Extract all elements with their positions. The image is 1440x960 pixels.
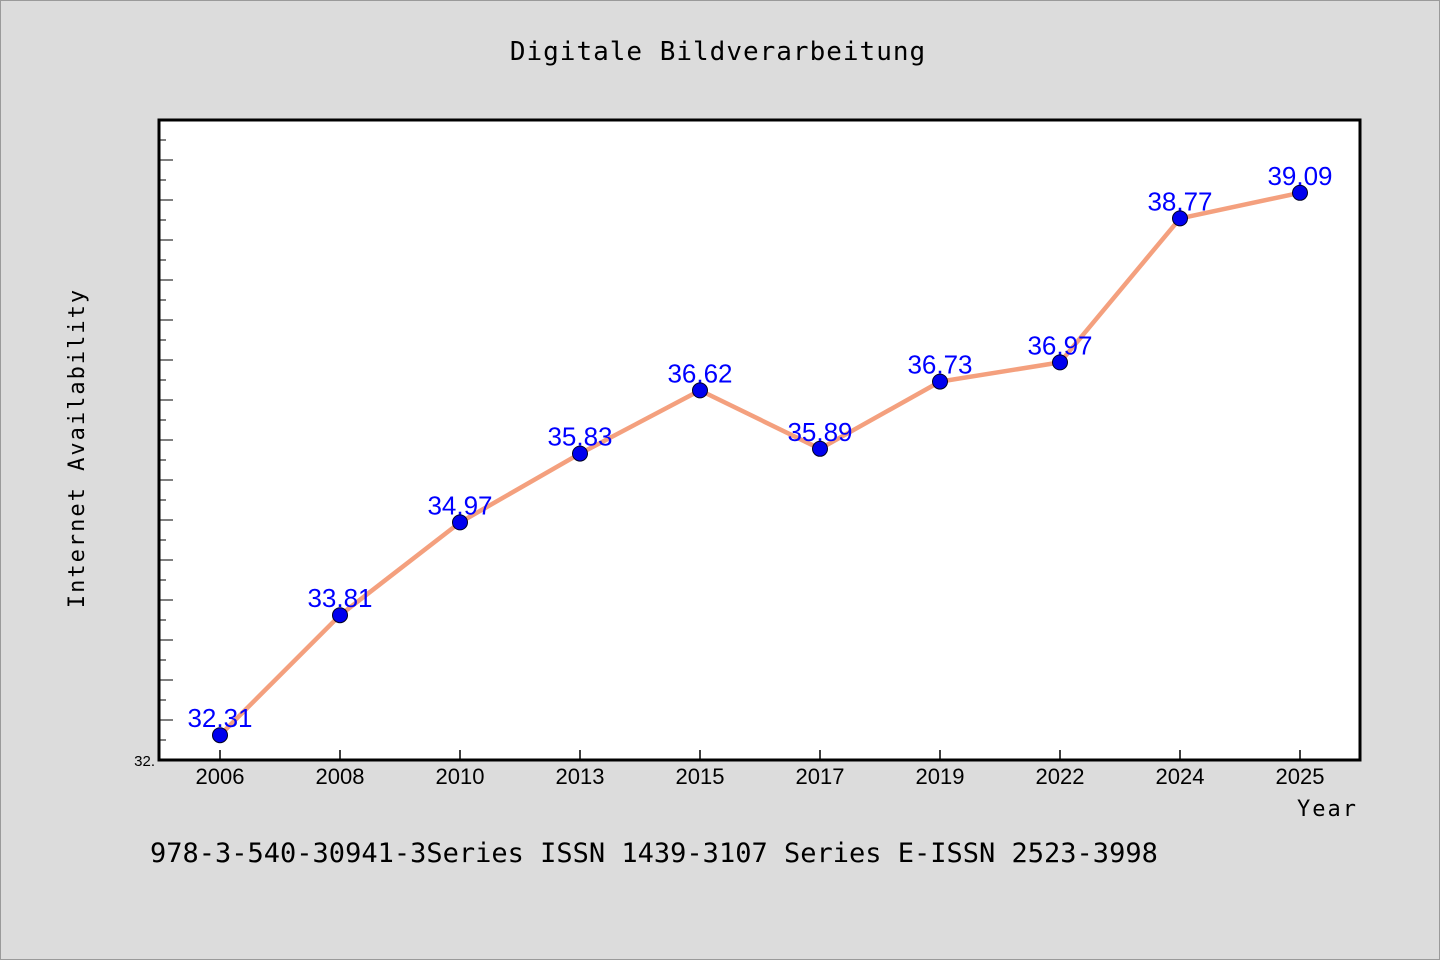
x-tick-label: 2019 [916, 764, 965, 789]
x-axis-ticks [219, 750, 1301, 760]
data-point [932, 373, 948, 390]
data-label: 32.31 [187, 703, 252, 733]
x-tick-label: 2015 [676, 764, 725, 789]
data-point [1292, 184, 1308, 201]
data-label: 36.97 [1027, 330, 1092, 360]
chart-title: Digitale Bildverarbeitung [510, 37, 926, 67]
data-label: 33.81 [307, 583, 372, 613]
data-point [572, 445, 588, 462]
data-point [212, 727, 228, 744]
x-axis-label: Year [1297, 797, 1358, 822]
x-tick-label: 2025 [1276, 764, 1325, 789]
data-point [1052, 354, 1068, 371]
x-tick-label: 2022 [1036, 764, 1085, 789]
series-line [217, 190, 1303, 738]
y-axis-label: Internet Availability [65, 288, 90, 608]
x-tick-label: 2017 [796, 764, 845, 789]
x-tick-label: 2008 [316, 764, 365, 789]
data-label: 39.09 [1267, 161, 1332, 191]
data-point [452, 514, 468, 531]
series-group: 32.31 33.81 34.97 35.83 36.62 35.89 36.73 36.97… [187, 161, 1333, 744]
x-tick-label: 2024 [1156, 764, 1205, 789]
x-tick-label: 2010 [436, 764, 485, 789]
y-axis-ticks [159, 139, 173, 741]
footnote: 978-3-540-30941-3Series ISSN 1439-3107 S… [150, 838, 1158, 869]
x-tick-label: 2006 [196, 764, 245, 789]
y-axis-min-label: 32. [134, 753, 155, 770]
data-point [1172, 210, 1188, 227]
data-label: 36.62 [667, 358, 732, 388]
data-point [332, 607, 348, 624]
plot-area [157, 118, 1362, 762]
data-label: 34.97 [427, 490, 492, 520]
data-point [692, 382, 708, 399]
data-label: 38.77 [1147, 186, 1212, 216]
data-label: 36.73 [907, 350, 972, 380]
data-label: 35.89 [787, 417, 852, 447]
x-tick-label: 2013 [556, 764, 605, 789]
data-label: 35.83 [547, 422, 612, 452]
x-axis-tick-labels: 2006 2008 2010 2013 2015 2017 2019 2022 2024 2025 [196, 764, 1325, 789]
data-point [812, 440, 828, 457]
